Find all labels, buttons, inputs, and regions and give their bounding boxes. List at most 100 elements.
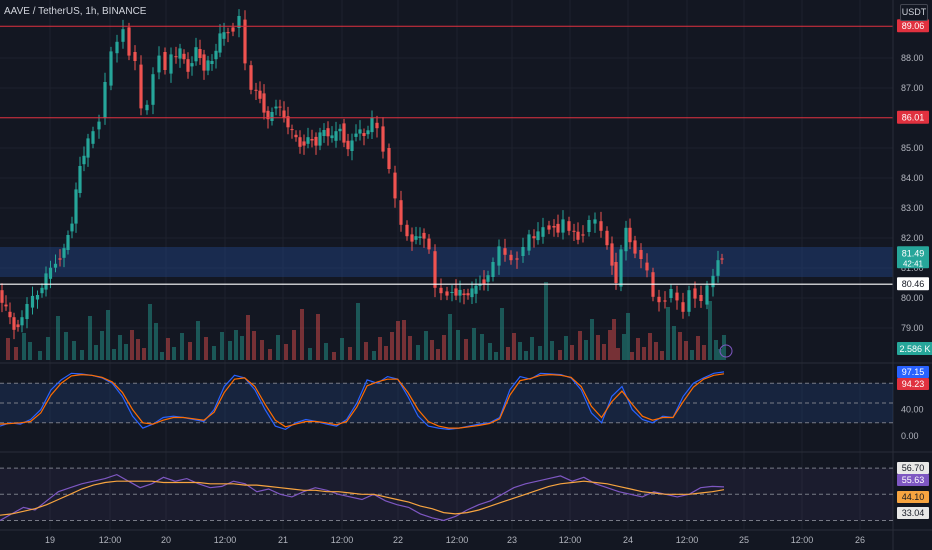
volume-bar	[584, 340, 588, 360]
volume-bar	[590, 319, 594, 360]
candle-body	[278, 106, 282, 108]
volume-bar	[690, 350, 694, 360]
candle-body	[231, 27, 235, 32]
volume-bar	[316, 314, 320, 360]
volume-bar	[284, 344, 288, 360]
volume-bar	[64, 332, 68, 360]
resistance-price-label-bg	[897, 110, 929, 124]
candle-body	[326, 128, 330, 137]
candle-body	[414, 236, 418, 240]
currency-button[interactable]: USDT	[900, 4, 928, 21]
candle-body	[178, 48, 182, 59]
volume-bar	[448, 314, 452, 360]
candle-body	[410, 234, 414, 242]
candle-body	[427, 238, 431, 250]
price-tick-label: 83.00	[901, 203, 924, 213]
demand-zone	[0, 247, 893, 277]
candle-body	[482, 279, 486, 284]
volume-bar	[22, 333, 26, 360]
candle-body	[521, 247, 525, 256]
time-axis-label: 25	[739, 535, 749, 545]
volume-bar	[642, 347, 646, 360]
volume-bar	[718, 349, 722, 360]
price-tick-label: 79.00	[901, 323, 924, 333]
volume-bar	[578, 331, 582, 360]
candle-body	[298, 137, 302, 147]
price-tick-label: 88.00	[901, 53, 924, 63]
price-tick-label: 85.00	[901, 143, 924, 153]
candle-body	[58, 258, 62, 260]
volume-bar	[702, 345, 706, 360]
candle-body	[310, 139, 314, 141]
candle-body	[445, 291, 449, 296]
candle-body	[645, 262, 649, 271]
volume-bar	[666, 307, 670, 360]
candle-body	[342, 123, 346, 143]
candle-body	[249, 65, 253, 90]
time-axis-label: 19	[45, 535, 55, 545]
candle-body	[720, 258, 724, 260]
candle-body	[70, 223, 74, 232]
candle-body	[4, 304, 8, 307]
stoch-d-label-bg	[897, 378, 929, 390]
candle-body	[350, 140, 354, 151]
volume-bar	[276, 335, 280, 360]
volume-bar	[612, 319, 616, 360]
candle-body	[375, 122, 379, 129]
candle-body	[614, 262, 618, 283]
volume-bar	[260, 340, 264, 360]
candle-body	[210, 61, 214, 64]
volume-bar	[660, 351, 664, 360]
candle-body	[581, 234, 585, 236]
price-axis-bg	[893, 0, 932, 550]
time-axis-label: 12:00	[791, 535, 814, 545]
volume-bar	[518, 342, 522, 360]
volume-bar	[46, 337, 50, 360]
volume-bar	[130, 330, 134, 360]
stoch-k-label: 97.15	[902, 367, 925, 377]
rsi-lower-label: 33.04	[902, 508, 925, 518]
candle-body	[282, 110, 286, 118]
rsi-lower-label-bg	[897, 507, 929, 519]
candle-body	[25, 304, 29, 319]
volume-label-bg	[897, 342, 932, 355]
candle-body	[12, 317, 16, 330]
candle-body	[103, 82, 107, 118]
candle-body	[169, 54, 173, 74]
volume-bar	[506, 347, 510, 360]
candle-body	[262, 93, 266, 113]
candle-body	[399, 200, 403, 225]
candle-body	[497, 246, 501, 266]
volume-bar	[480, 334, 484, 360]
candle-body	[66, 235, 70, 250]
candle-body	[286, 116, 290, 128]
candle-body	[624, 227, 628, 252]
candle-body	[274, 106, 278, 109]
volume-bar	[356, 303, 360, 360]
time-axis-label: 12:00	[559, 535, 582, 545]
volume-bar	[6, 338, 10, 360]
candle-body	[97, 121, 101, 130]
volume-bar	[402, 320, 406, 360]
candle-body	[16, 324, 20, 328]
volume-bar	[416, 345, 420, 360]
volume-bar	[180, 333, 184, 360]
candle-body	[454, 288, 458, 296]
candle-body	[478, 284, 482, 286]
stoch-tick-label: 0.00	[901, 431, 919, 441]
candle-body	[8, 311, 12, 318]
candle-body	[491, 262, 495, 277]
time-axis-label: 22	[393, 535, 403, 545]
candle-body	[318, 132, 322, 146]
candle-body	[433, 251, 437, 288]
time-axis-label: 12:00	[446, 535, 469, 545]
candle-body	[536, 231, 540, 241]
candle-body	[354, 133, 358, 137]
price-tick-label: 87.00	[901, 83, 924, 93]
candle-body	[633, 240, 637, 254]
candle-body	[226, 32, 230, 34]
time-axis-label: 21	[278, 535, 288, 545]
candle-body	[366, 130, 370, 135]
candle-body	[605, 230, 609, 246]
